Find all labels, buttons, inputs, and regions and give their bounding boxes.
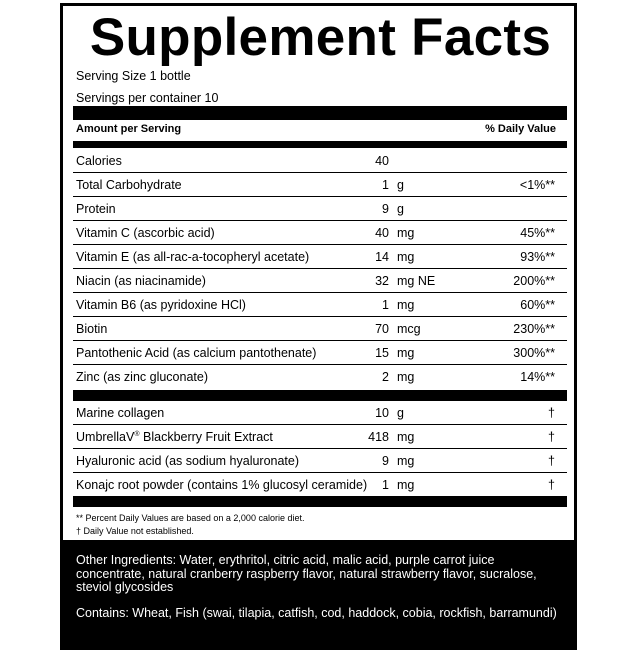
nutrient-amount: 40	[375, 226, 389, 240]
dv-header: % Daily Value	[485, 123, 556, 135]
ingredients-section: Other Ingredients: Water, erythritol, ci…	[60, 540, 577, 650]
nutrient-name: Niacin (as niacinamide)	[76, 274, 206, 288]
nutrient-name: Vitamin B6 (as pyridoxine HCl)	[76, 298, 246, 312]
nutrient-daily-value: 230%**	[513, 322, 555, 336]
nutrient-row: Total Carbohydrate 1 g <1%**	[73, 173, 567, 197]
amount-header: Amount per Serving	[76, 123, 182, 135]
nutrient-amount: 40	[375, 154, 389, 168]
nutrient-name: Total Carbohydrate	[76, 178, 182, 192]
divider-bar	[73, 141, 567, 148]
nutrient-daily-value: †	[548, 454, 555, 468]
nutrient-name: Biotin	[76, 322, 108, 336]
nutrient-row: Calories 40	[73, 149, 567, 173]
nutrient-daily-value: 14%**	[520, 370, 555, 384]
nutrient-amount: 32	[375, 274, 389, 288]
nutrient-amount: 9	[382, 454, 389, 468]
nutrient-row: Zinc (as zinc gluconate) 2 mg 14%**	[73, 365, 567, 389]
footnote-dagger: † Daily Value not established.	[76, 526, 194, 536]
nutrient-unit: g	[397, 406, 404, 420]
nutrient-daily-value: 93%**	[520, 250, 555, 264]
nutrient-unit: mg	[397, 226, 415, 240]
panel-title: Supplement Facts	[89, 8, 552, 67]
nutrient-row: Vitamin B6 (as pyridoxine HCl) 1 mg 60%**	[73, 293, 567, 317]
nutrient-name: Hyaluronic acid (as sodium hyaluronate)	[76, 454, 300, 468]
nutrient-amount: 10	[375, 406, 389, 420]
nutrient-daily-value: †	[548, 478, 555, 492]
other-ingredients: Other Ingredients: Water, erythritol, ci…	[76, 553, 537, 594]
nutrient-unit: g	[397, 178, 404, 192]
column-header: Amount per Serving % Daily Value	[76, 123, 556, 135]
supplement-facts-panel: Supplement Facts Serving Size 1 bottle S…	[60, 3, 577, 650]
nutrient-row: Biotin 70 mcg 230%**	[73, 317, 567, 341]
allergen-statement: Contains: Wheat, Fish (swai, tilapia, ca…	[76, 605, 557, 620]
nutrient-amount: 418	[368, 430, 389, 444]
nutrient-daily-value: †	[548, 430, 555, 444]
nutrient-unit: mcg	[397, 322, 421, 336]
nutrient-amount: 70	[375, 322, 389, 336]
divider-bar	[73, 106, 567, 120]
footnote-dv: ** Percent Daily Values are based on a 2…	[76, 513, 305, 523]
nutrient-unit: mg	[397, 250, 415, 264]
nutrient-name: Konajc root powder (contains 1% glucosyl…	[76, 478, 368, 492]
nutrient-amount: 1	[382, 298, 389, 312]
nutrient-daily-value: †	[548, 406, 555, 420]
nutrient-unit: mg	[397, 346, 415, 360]
nutrient-unit: mg	[397, 430, 415, 444]
nutrient-amount: 2	[382, 370, 389, 384]
nutrient-unit: mg	[397, 370, 415, 384]
serving-size: Serving Size 1 bottle	[76, 69, 191, 83]
nutrient-name: Pantothenic Acid (as calcium pantothenat…	[76, 346, 317, 360]
nutrient-row: Vitamin C (ascorbic acid) 40 mg 45%**	[73, 221, 567, 245]
nutrient-amount: 1	[382, 478, 389, 492]
nutrient-row: Protein 9 g	[73, 197, 567, 221]
nutrient-row: Marine collagen 10 g †	[73, 401, 567, 425]
divider-bar	[73, 390, 567, 401]
nutrient-amount: 1	[382, 178, 389, 192]
nutrient-unit: mg	[397, 478, 415, 492]
nutrient-unit: mg	[397, 298, 415, 312]
nutrient-row: UmbrellaV® Blackberry Fruit Extract 418 mg…	[73, 425, 567, 449]
nutrient-name: Marine collagen	[76, 406, 165, 420]
nutrient-daily-value: 60%**	[520, 298, 555, 312]
nutrient-daily-value: 45%**	[520, 226, 555, 240]
nutrient-daily-value: <1%**	[519, 178, 555, 192]
nutrient-unit: mg NE	[397, 274, 436, 288]
nutrient-daily-value: 300%**	[513, 346, 555, 360]
nutrient-amount: 15	[375, 346, 389, 360]
nutrient-row: Hyaluronic acid (as sodium hyaluronate) 9…	[73, 449, 567, 473]
servings-per-container: Servings per container 10	[76, 91, 219, 105]
nutrient-row: Pantothenic Acid (as calcium pantothenat…	[73, 341, 567, 365]
nutrient-unit: mg	[397, 454, 415, 468]
divider-bar	[73, 496, 567, 507]
nutrient-row: Vitamin E (as all-rac-a-tocopheryl aceta…	[73, 245, 567, 269]
nutrient-name: Protein	[76, 202, 116, 216]
nutrient-name: Zinc (as zinc gluconate)	[76, 370, 209, 384]
nutrient-daily-value: 200%**	[513, 274, 555, 288]
nutrient-amount: 14	[375, 250, 389, 264]
nutrient-name: Vitamin E (as all-rac-a-tocopheryl aceta…	[76, 250, 310, 264]
nutrient-name: UmbrellaV® Blackberry Fruit Extract	[76, 430, 273, 444]
nutrient-amount: 9	[382, 202, 389, 216]
nutrient-unit: g	[397, 202, 404, 216]
nutrient-name: Vitamin C (ascorbic acid)	[76, 226, 215, 240]
nutrient-name: Calories	[76, 154, 122, 168]
nutrient-row: Niacin (as niacinamide) 32 mg NE 200%**	[73, 269, 567, 293]
nutrient-row: Konajc root powder (contains 1% glucosyl…	[73, 473, 567, 497]
